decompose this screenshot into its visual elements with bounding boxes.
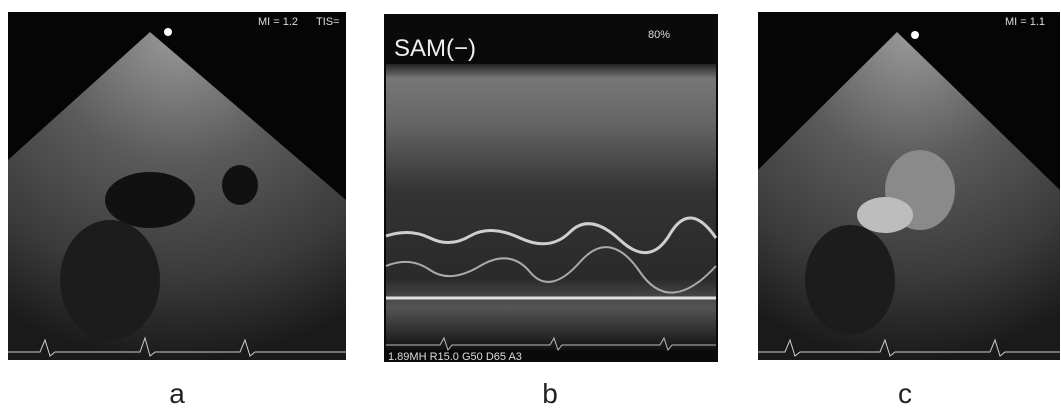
overlay-text: MI = 1.1: [1005, 16, 1045, 28]
panel-label: c: [898, 378, 912, 409]
overlay-text: 80%: [648, 29, 670, 41]
cavity: [105, 172, 195, 228]
overlay-text: SAM(−): [394, 35, 476, 62]
ecg-trace: [758, 338, 1060, 357]
panel-b: SAM(−) 80% 1.89MH R15.0 G50 D65 A3: [384, 14, 718, 363]
ecg-trace: [8, 336, 346, 357]
panel-c: MI = 1.1: [758, 12, 1060, 360]
m-mode: [386, 64, 716, 350]
jet: [857, 197, 913, 233]
panel-a: MI = 1.2 TIS=: [8, 12, 346, 360]
marker: [911, 31, 919, 39]
cavity: [60, 220, 160, 340]
echo-line: [385, 216, 718, 255]
cavity: [805, 225, 895, 335]
marker: [164, 28, 172, 36]
cavity: [222, 165, 258, 205]
overlay-text: 1.89MH R15.0 G50 D65 A3: [388, 351, 522, 363]
overlay-text: TIS=: [316, 16, 340, 28]
panel-label: b: [542, 378, 558, 409]
panel-label: a: [169, 378, 185, 409]
overlay-text: MI = 1.2: [258, 16, 298, 28]
ecg-trace: [386, 336, 716, 352]
echo-line: [385, 246, 717, 294]
